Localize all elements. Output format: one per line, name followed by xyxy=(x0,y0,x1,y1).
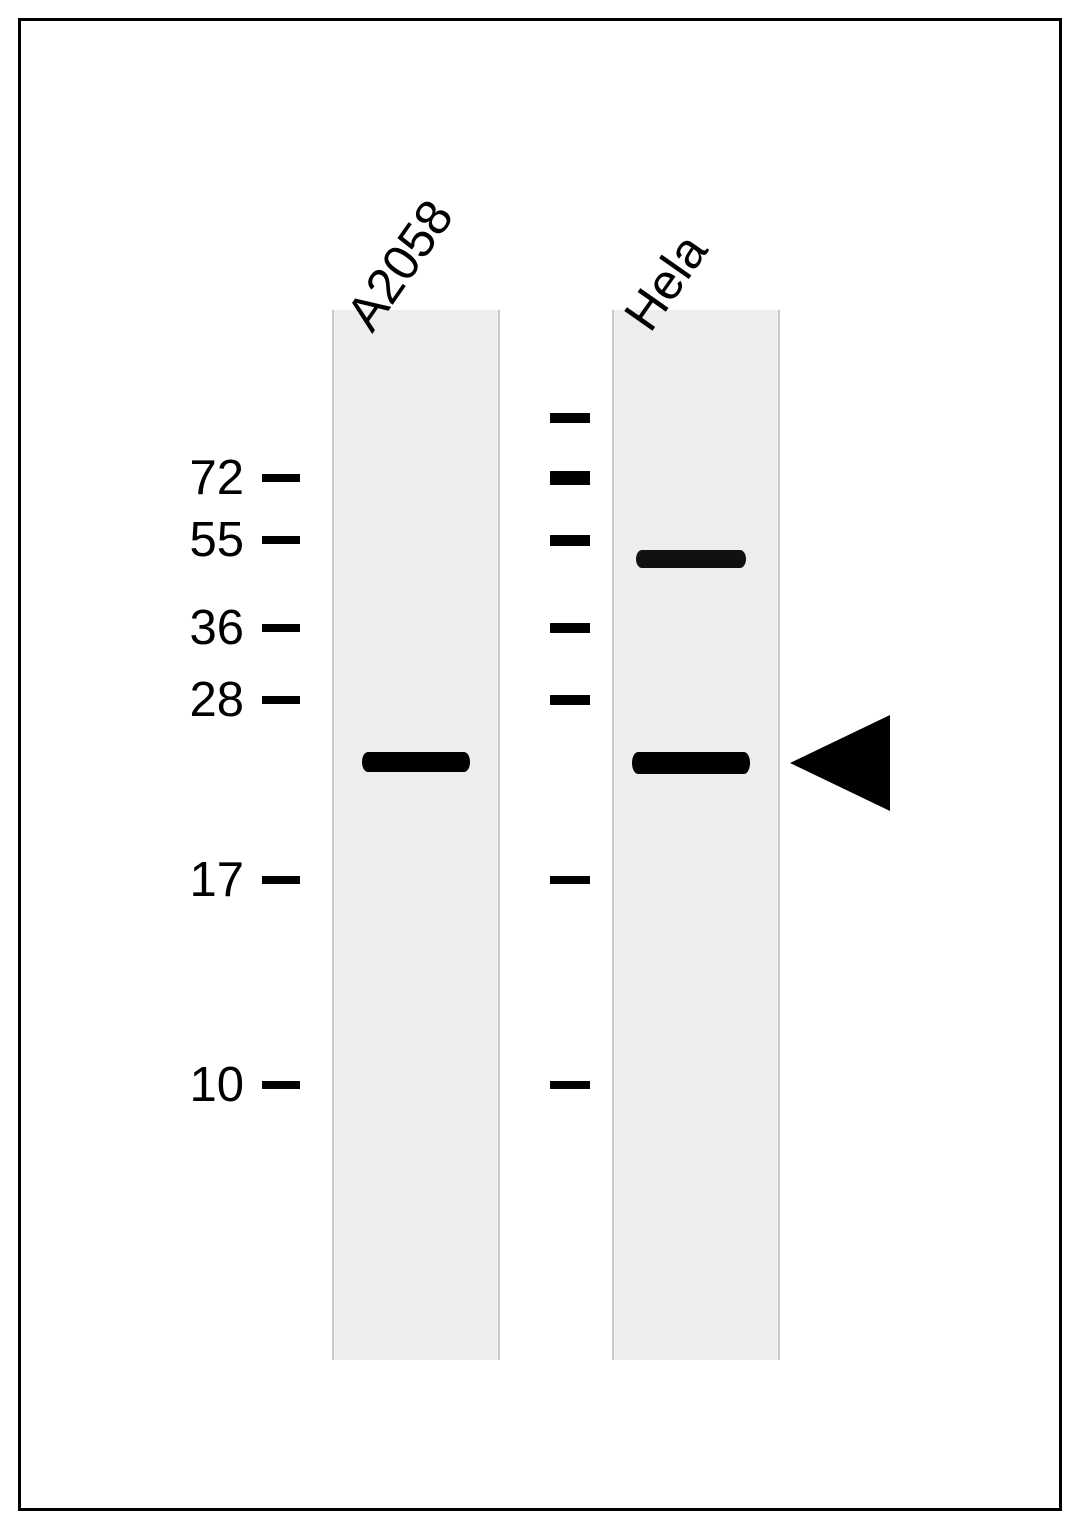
mw-center-tick xyxy=(550,1081,590,1089)
mw-label: 36 xyxy=(0,600,244,656)
mw-center-tick xyxy=(550,695,590,705)
mw-center-tick xyxy=(550,623,590,633)
band-hela xyxy=(632,752,750,774)
mw-label: 17 xyxy=(0,852,244,908)
lane-a2058 xyxy=(332,310,500,1360)
target-arrow-icon xyxy=(790,715,890,811)
mw-label: 10 xyxy=(0,1057,244,1113)
mw-tick xyxy=(262,1081,300,1089)
mw-label: 55 xyxy=(0,512,244,568)
mw-label: 72 xyxy=(0,450,244,506)
mw-center-tick xyxy=(550,876,590,884)
mw-tick xyxy=(262,536,300,544)
mw-tick xyxy=(262,876,300,884)
mw-center-tick xyxy=(550,413,590,423)
mw-center-tick xyxy=(550,471,590,485)
band-hela xyxy=(636,550,746,568)
band-a2058 xyxy=(362,752,470,772)
mw-label: 28 xyxy=(0,672,244,728)
mw-tick xyxy=(262,696,300,704)
mw-tick xyxy=(262,624,300,632)
mw-center-tick xyxy=(550,535,590,546)
image-frame xyxy=(18,18,1062,1511)
mw-tick xyxy=(262,474,300,482)
lane-hela xyxy=(612,310,780,1360)
